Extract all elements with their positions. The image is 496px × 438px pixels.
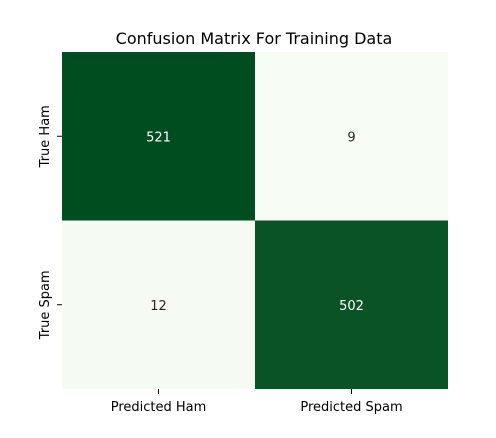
heatmap-cell-r2-c1	[62, 220, 255, 389]
heatmap-cells	[62, 52, 448, 389]
x-tick-label-2: Predicted Spam	[300, 400, 402, 415]
heatmap-cell-r2-c2	[255, 220, 448, 389]
y-tick-label-1: True Ham	[38, 105, 53, 168]
heatmap-cell-labels: 521 9 12 502	[146, 130, 364, 314]
x-tick-label-1: Predicted Ham	[111, 400, 207, 415]
heatmap-cell-r1-c1	[62, 52, 255, 221]
y-axis: True Ham True Spam	[38, 105, 62, 340]
heatmap-cell-r1-c2	[255, 52, 448, 221]
x-axis: Predicted Ham Predicted Spam	[111, 389, 403, 415]
cell-value-label-r2-c2: 502	[339, 299, 364, 314]
chart-title: Confusion Matrix For Training Data	[116, 29, 393, 48]
cell-value-label-r1-c1: 521	[146, 130, 171, 145]
cell-value-label-r2-c1: 12	[150, 299, 167, 314]
y-tick-label-2: True Spam	[38, 270, 53, 340]
cell-value-label-r1-c2: 9	[347, 130, 355, 145]
